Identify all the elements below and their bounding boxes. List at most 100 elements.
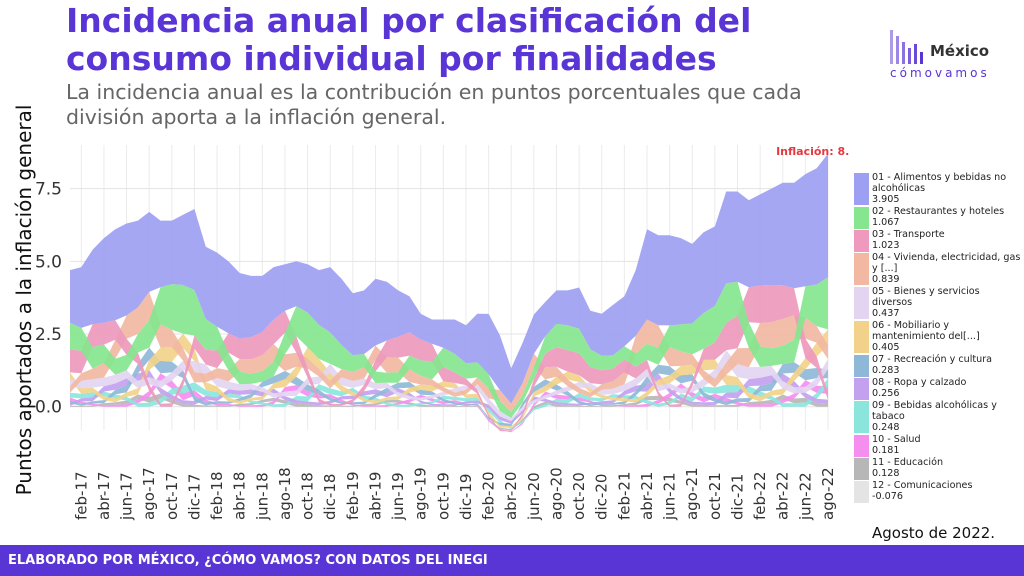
streamgraph-chart: 0.0 2.5 5.0 7.5 feb-17 abr-17 jun-17 ago-17 oct-… <box>35 145 850 521</box>
x-tick-label: abr-17 <box>95 472 113 520</box>
x-tick-label: oct-20 <box>570 472 588 520</box>
legend-item: 01 - Alimentos y bebidas no alcohólicas 3… <box>852 172 1022 205</box>
legend-value: 1.023 <box>872 240 900 251</box>
x-tick-label: ago-21 <box>683 467 701 520</box>
x-tick-label: dic-18 <box>321 474 339 520</box>
chart-legend: 01 - Alimentos y bebidas no alcohólicas 3… <box>852 172 1022 503</box>
y-tick-label: 0.0 <box>35 398 62 418</box>
legend-swatch <box>854 355 869 377</box>
x-tick-label: abr-20 <box>502 472 520 520</box>
legend-value: 0.181 <box>872 445 900 456</box>
y-tick-label: 5.0 <box>35 252 62 272</box>
legend-item: 09 - Bebidas alcohólicas y tabaco 0.248 <box>852 400 1022 433</box>
x-tick-label: ago-19 <box>412 467 430 520</box>
x-tick-label: feb-22 <box>751 471 769 520</box>
legend-swatch <box>854 207 869 229</box>
x-tick-label: dic-21 <box>728 474 746 520</box>
legend-swatch <box>854 458 869 480</box>
legend-swatch <box>854 481 869 503</box>
legend-swatch <box>854 230 869 252</box>
footer-credit: ELABORADO POR MÉXICO, ¿CÓMO VAMOS? CON D… <box>8 553 488 568</box>
y-tick-label: 7.5 <box>35 180 62 200</box>
legend-swatch <box>854 435 869 457</box>
y-tick-label: 2.5 <box>35 325 62 345</box>
logo-name: México <box>930 42 990 60</box>
legend-item: 06 - Mobiliario y mantenimiento del[...]… <box>852 320 1022 353</box>
legend-value: 0.256 <box>872 388 900 399</box>
x-tick-label: oct-17 <box>163 472 181 520</box>
x-tick-label: ago-20 <box>547 467 565 520</box>
legend-value: 0.248 <box>872 422 900 433</box>
x-tick-label: jun-22 <box>796 472 814 521</box>
x-tick-label: dic-19 <box>457 474 475 520</box>
legend-value: 0.128 <box>872 468 900 479</box>
legend-swatch <box>854 173 869 205</box>
legend-label: 03 - Transporte <box>872 229 945 240</box>
x-tick-label: ago-18 <box>276 467 294 520</box>
date-caption: Agosto de 2022. <box>872 524 996 542</box>
chart-title: Incidencia anual por clasificación del c… <box>66 1 752 78</box>
legend-label: 02 - Restaurantes y hoteles <box>872 206 1005 217</box>
x-tick-label: abr-19 <box>366 472 384 520</box>
stream-band-7 <box>70 347 828 427</box>
legend-item: 12 - Comunicaciones -0.076 <box>852 480 1022 503</box>
legend-label: 06 - Mobiliario y mantenimiento del[...] <box>872 320 980 342</box>
x-tick-label: oct-21 <box>706 472 724 520</box>
legend-item: 02 - Restaurantes y hoteles 1.067 <box>852 206 1022 229</box>
legend-label: 10 - Salud <box>872 434 921 445</box>
legend-swatch <box>854 287 869 319</box>
legend-item: 10 - Salud 0.181 <box>852 434 1022 457</box>
x-tick-label: abr-22 <box>774 472 792 520</box>
legend-item: 11 - Educación 0.128 <box>852 457 1022 480</box>
legend-label: 08 - Ropa y calzado <box>872 377 967 388</box>
legend-item: 04 - Vivienda, electricidad, gas y [...]… <box>852 252 1022 285</box>
chart-subtitle: La incidencia anual es la contribución e… <box>66 80 802 129</box>
x-tick-label: dic-20 <box>593 474 611 520</box>
x-tick-label: feb-18 <box>208 471 226 520</box>
legend-item: 07 - Recreación y cultura 0.283 <box>852 354 1022 377</box>
legend-value: 1.067 <box>872 217 900 228</box>
legend-label: 09 - Bebidas alcohólicas y tabaco <box>872 400 997 422</box>
x-tick-label: ago-17 <box>140 467 158 520</box>
legend-item: 03 - Transporte 1.023 <box>852 229 1022 252</box>
stream-band-5 <box>70 350 828 421</box>
x-tick-label: feb-21 <box>615 471 633 520</box>
x-tick-label: feb-17 <box>72 471 90 520</box>
legend-value: 0.283 <box>872 365 900 376</box>
stream-band-1 <box>70 153 828 404</box>
x-tick-label: jun-19 <box>389 472 407 521</box>
legend-value: -0.076 <box>872 491 903 502</box>
x-tick-label: ago-22 <box>819 467 837 520</box>
x-tick-label: jun-21 <box>661 472 679 521</box>
x-tick-label: abr-21 <box>638 472 656 520</box>
x-tick-label: feb-20 <box>480 471 498 520</box>
x-tick-label: feb-19 <box>344 471 362 520</box>
legend-swatch <box>854 378 869 400</box>
x-tick-label: jun-18 <box>253 472 271 521</box>
logo-tagline: cómovamos <box>890 66 990 80</box>
legend-label: 04 - Vivienda, electricidad, gas y [...] <box>872 252 1021 274</box>
legend-swatch <box>854 401 869 433</box>
x-tick-label: jun-17 <box>118 472 136 521</box>
stream-band-2 <box>70 277 828 418</box>
legend-label: 12 - Comunicaciones <box>872 480 973 491</box>
legend-label: 05 - Bienes y servicios diversos <box>872 286 980 308</box>
legend-swatch <box>854 321 869 353</box>
legend-label: 01 - Alimentos y bebidas no alcohólicas <box>872 172 1007 194</box>
legend-label: 07 - Recreación y cultura <box>872 354 993 365</box>
legend-value: 0.437 <box>872 308 900 319</box>
x-tick-label: oct-19 <box>434 472 452 520</box>
footer-bar: ELABORADO POR MÉXICO, ¿CÓMO VAMOS? CON D… <box>0 545 1024 576</box>
x-tick-label: dic-17 <box>185 474 203 520</box>
legend-item: 05 - Bienes y servicios diversos 0.437 <box>852 286 1022 319</box>
legend-value: 0.405 <box>872 342 900 353</box>
legend-label: 11 - Educación <box>872 457 944 468</box>
logo-bars-icon <box>890 24 930 64</box>
stream-band-4 <box>70 291 828 412</box>
x-tick-label: jun-20 <box>525 472 543 521</box>
legend-value: 3.905 <box>872 194 900 205</box>
legend-value: 0.839 <box>872 274 900 285</box>
x-tick-label: abr-18 <box>231 472 249 520</box>
inflation-annotation: Inflación: 8.7% <box>776 145 850 158</box>
legend-swatch <box>854 253 869 285</box>
